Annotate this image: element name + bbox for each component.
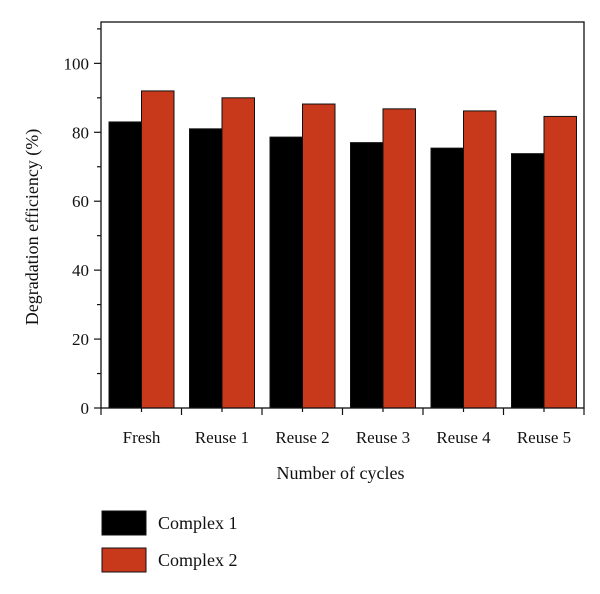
legend-swatch-complex-2 (101, 547, 147, 573)
bar-complex-1-fresh (108, 121, 142, 409)
x-tick-label: Fresh (123, 428, 161, 447)
y-axis-ticks: 0 20 40 60 80 100 (64, 28, 101, 418)
y-tick-label: 20 (72, 330, 89, 349)
y-tick-label: 40 (72, 261, 89, 280)
bar-complex-1-reuse-5 (511, 153, 545, 409)
legend-label-complex-1: Complex 1 (158, 513, 238, 533)
bar-complex-2-reuse-1 (221, 97, 255, 409)
legend: Complex 1 Complex 2 (101, 510, 238, 573)
x-axis-label: Number of cycles (277, 463, 405, 483)
y-axis-label: Degradation efficiency (%) (22, 129, 43, 326)
x-tick-label: Reuse 4 (436, 428, 491, 447)
bar-complex-1-reuse-3 (350, 142, 384, 409)
y-tick-label: 80 (72, 123, 89, 142)
x-tick-label: Reuse 2 (275, 428, 329, 447)
bar-complex-2-reuse-4 (463, 110, 497, 409)
y-tick-label: 100 (64, 54, 90, 73)
legend-label-complex-2: Complex 2 (158, 550, 238, 570)
y-tick-label: 60 (72, 192, 89, 211)
x-axis-ticks: Fresh Reuse 1 Reuse 2 Reuse 3 Reuse 4 Reuse 5 (100, 408, 585, 447)
bars-layer (108, 90, 577, 409)
bar-complex-2-fresh (141, 90, 175, 409)
bar-complex-2-reuse-3 (382, 108, 416, 409)
x-tick-label: Reuse 3 (356, 428, 410, 447)
bar-complex-1-reuse-4 (430, 147, 464, 409)
bar-complex-2-reuse-5 (543, 115, 577, 409)
bar-complex-2-reuse-2 (302, 103, 336, 409)
bar-complex-1-reuse-1 (189, 128, 223, 409)
legend-swatch-complex-1 (101, 510, 147, 536)
x-tick-label: Reuse 5 (517, 428, 571, 447)
x-tick-label: Reuse 1 (195, 428, 249, 447)
y-tick-label: 0 (81, 399, 90, 418)
bar-complex-1-reuse-2 (269, 136, 303, 409)
